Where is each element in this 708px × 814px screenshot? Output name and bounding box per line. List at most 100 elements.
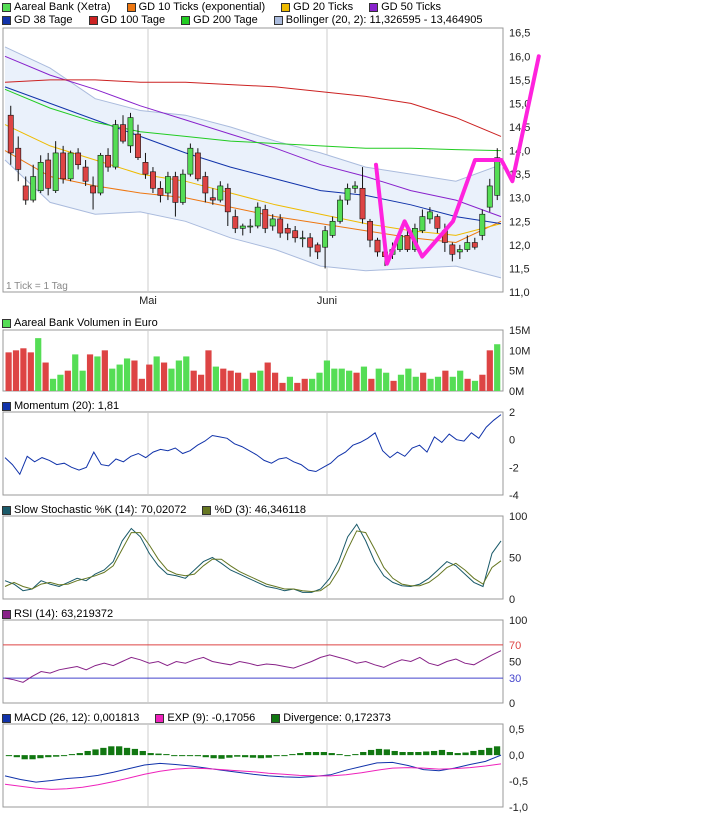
- price-tick-label: 16,5: [509, 28, 530, 40]
- legend-swatch: [202, 505, 212, 515]
- volume-tick-label: 10M: [509, 345, 530, 357]
- legend-item: %D (3): 46,346118: [200, 504, 306, 516]
- candle: [292, 230, 299, 239]
- divergence-bar: [297, 753, 304, 756]
- divergence-bar: [312, 752, 320, 756]
- volume-bar: [494, 344, 501, 391]
- divergence-bar: [123, 747, 131, 756]
- volume-bar: [190, 370, 197, 391]
- divergence-bar: [281, 755, 288, 757]
- candle: [150, 171, 156, 189]
- divergence-bar: [375, 748, 383, 756]
- legend-label: Divergence: 0,172373: [283, 712, 391, 724]
- divergence-bar: [423, 751, 430, 756]
- candle: [202, 176, 209, 194]
- candle: [22, 185, 29, 201]
- volume-bar: [72, 354, 79, 391]
- volume-bar: [338, 368, 345, 391]
- legend-label: GD 50 Ticks: [381, 1, 441, 13]
- volume-bar: [323, 360, 331, 391]
- volume-bar: [449, 376, 456, 391]
- divergence-bar: [100, 747, 107, 756]
- moving-average-line: [4, 55, 502, 218]
- candle: [254, 206, 261, 227]
- candle: [456, 249, 463, 253]
- momentum-panel: [2, 411, 504, 496]
- candle: [105, 154, 111, 168]
- volume-bar: [183, 356, 190, 391]
- candle: [486, 185, 493, 208]
- candle: [82, 166, 89, 182]
- moving-average-line: [4, 88, 502, 152]
- price-tick-label: 15,0: [509, 98, 530, 110]
- candle: [307, 237, 314, 248]
- candle: [120, 124, 126, 142]
- divergence-bar: [163, 754, 170, 756]
- candle: [434, 216, 441, 229]
- candle: [142, 162, 149, 175]
- volume-bar: [412, 376, 419, 391]
- divergence-bar: [257, 755, 265, 759]
- legend-item: GD 20 Ticks: [279, 1, 353, 13]
- divergence-bar: [336, 754, 343, 756]
- divergence-bar: [202, 755, 209, 758]
- legend-label: GD 38 Tage: [14, 14, 73, 26]
- rsi-tick-label: 100: [509, 615, 527, 627]
- divergence-bar: [210, 755, 217, 759]
- legend-row: Aareal Bank (Xetra) GD 10 Ticks (exponent…: [0, 0, 455, 14]
- divergence-bar: [194, 755, 202, 757]
- candle: [157, 187, 164, 196]
- divergence-bar: [155, 753, 162, 756]
- stochastic-tick-label: 100: [509, 511, 527, 523]
- divergence-bar: [328, 753, 335, 756]
- volume-bar: [153, 356, 160, 391]
- candle: [494, 157, 501, 196]
- candle: [172, 176, 179, 203]
- volume-bar: [27, 352, 34, 391]
- legend-item: Slow Stochastic %K (14): 70,02072: [0, 504, 186, 516]
- legend-row: Momentum (20): 1,81: [0, 399, 133, 413]
- legend-swatch: [155, 713, 165, 723]
- legend-item: Momentum (20): 1,81: [0, 400, 119, 412]
- legend-swatch: [2, 15, 11, 25]
- volume-bar: [427, 378, 434, 391]
- candle: [60, 152, 67, 180]
- volume-bar: [109, 368, 116, 391]
- volume-bar: [464, 378, 471, 391]
- rsi-tick-label: 0: [509, 698, 515, 710]
- legend-item: Divergence: 0,172373: [269, 712, 391, 724]
- candle: [179, 173, 186, 203]
- volume-bar: [390, 380, 397, 391]
- candle: [232, 216, 239, 229]
- candle: [30, 176, 37, 201]
- divergence-bar: [76, 753, 83, 756]
- legend-swatch: [2, 318, 11, 328]
- divergence-bar: [249, 755, 257, 758]
- legend-swatch: [2, 713, 11, 723]
- candle: [247, 225, 254, 228]
- legend-label: Slow Stochastic %K (14): 70,02072: [14, 504, 187, 516]
- volume-bar: [249, 372, 257, 391]
- volume-bar: [42, 362, 49, 391]
- legend-item: EXP (9): -0,17056: [153, 712, 255, 724]
- candle: [15, 147, 22, 170]
- legend-label: Aareal Bank (Xetra): [14, 1, 111, 13]
- volume-bar: [471, 380, 479, 391]
- candle: [75, 152, 82, 166]
- divergence-bar: [493, 746, 501, 756]
- candle: [449, 244, 456, 255]
- divergence-bar: [415, 752, 422, 756]
- legend-item: RSI (14): 63,219372: [0, 608, 113, 620]
- legend-label: Aareal Bank Volumen in Euro: [14, 317, 158, 329]
- legend-label: Bollinger (20, 2): 11,326595 - 13,464905: [285, 14, 483, 26]
- volume-bar: [257, 370, 264, 391]
- divergence-bar: [171, 755, 178, 757]
- legend-item: GD 38 Tage: [0, 14, 73, 26]
- macd-line: [4, 763, 502, 790]
- candle: [322, 230, 329, 248]
- rsi-line: [4, 650, 502, 683]
- candle: [464, 242, 471, 250]
- candle: [359, 187, 366, 220]
- legend-swatch: [126, 2, 136, 12]
- divergence-bar: [265, 755, 272, 758]
